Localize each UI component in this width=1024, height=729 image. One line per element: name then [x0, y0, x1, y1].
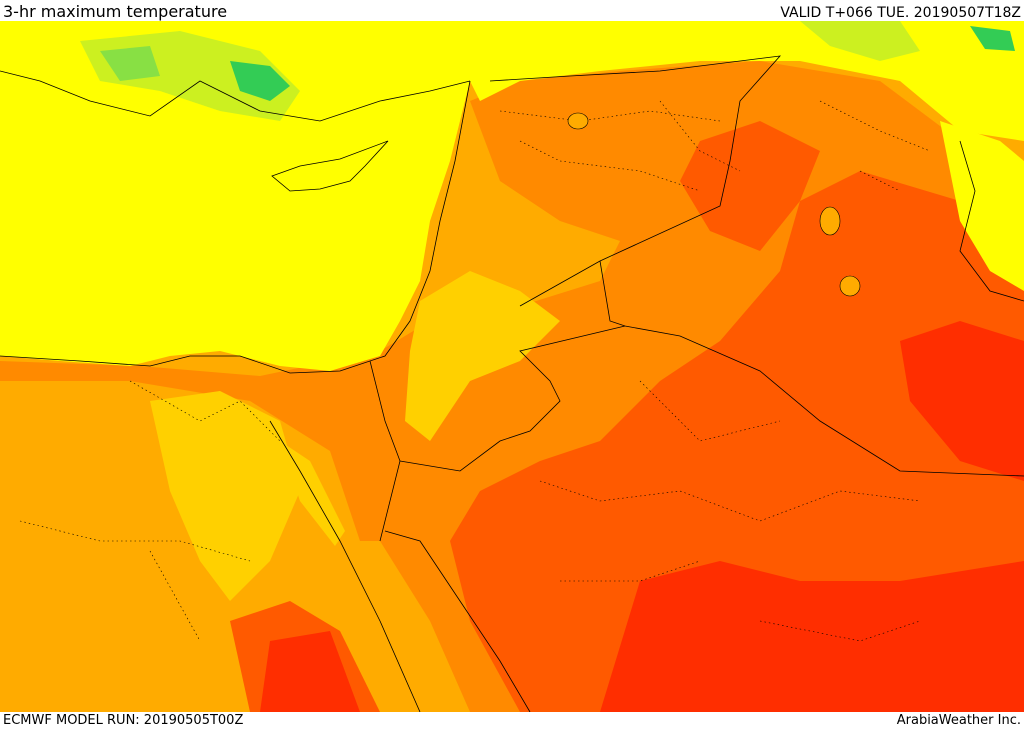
red-sea-coastline-east — [384, 530, 531, 712]
temperature-zone-yellow-zagros — [940, 121, 1024, 291]
border-syria-iraq — [489, 55, 782, 307]
model-run: ECMWF MODEL RUN: 20190505T00Z — [3, 713, 244, 728]
mediterranean-sea — [0, 21, 470, 371]
red-sea-coastline-west — [269, 420, 421, 712]
temperature-zone-red-southwest — [260, 631, 360, 712]
temperature-zone-red-southeast — [600, 561, 1024, 712]
temperature-zone-red-gulf — [900, 321, 1024, 481]
temperature-zone-lime-northwest — [100, 46, 160, 81]
temperature-zone-lime-caucasus — [800, 21, 920, 61]
map-title: 3-hr maximum temperature — [3, 2, 228, 21]
temperature-zone-yellow-orange-egypt — [150, 391, 300, 601]
border-iraq-saudi — [599, 260, 1024, 477]
temperature-map-svg — [0, 21, 1024, 712]
temperature-zone-yellow-orange-levant — [405, 271, 560, 441]
razzaza-lake — [819, 206, 841, 236]
map-footer: ECMWF MODEL RUN: 20190505T00Z ArabiaWeat… — [0, 712, 1024, 729]
habbaniyah-lake — [839, 275, 861, 297]
cyprus-island — [271, 140, 389, 192]
internal-boundaries — [19, 100, 921, 642]
border-egypt-israel — [369, 360, 401, 542]
red-sea — [330, 541, 470, 712]
map-header: 3-hr maximum temperature VALID T+066 TUE… — [0, 0, 1024, 21]
temperature-zone-green-anatolia — [230, 61, 290, 101]
temperature-zone-red-orange-northeast — [680, 121, 820, 251]
gulf-coastline — [959, 140, 1024, 302]
levant-coastline — [0, 80, 471, 374]
temperature-map[interactable] — [0, 21, 1024, 712]
credit-label: ArabiaWeather Inc. — [896, 713, 1021, 728]
temperature-zone-green-caucasus — [970, 26, 1015, 51]
tharthar-lake — [567, 112, 589, 130]
turkey-coastline — [0, 70, 471, 122]
temperature-zone-red-orange — [450, 171, 1024, 712]
valid-time: VALID T+066 TUE. 20190507T18Z — [780, 5, 1021, 21]
border-jordan-saudi — [399, 325, 626, 472]
